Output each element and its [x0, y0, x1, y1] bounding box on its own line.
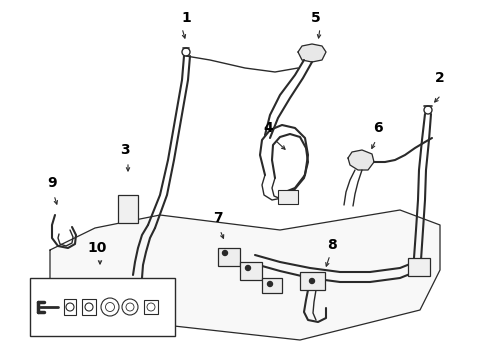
Polygon shape: [347, 150, 373, 170]
Bar: [30, 278, 175, 336]
Bar: [299, 272, 325, 290]
Text: 6: 6: [372, 121, 382, 135]
Polygon shape: [50, 210, 439, 340]
Bar: [64, 299, 76, 315]
Text: 5: 5: [310, 11, 320, 25]
Text: 4: 4: [263, 121, 272, 135]
Polygon shape: [297, 44, 325, 62]
Text: 8: 8: [326, 238, 336, 252]
Circle shape: [267, 282, 272, 287]
Bar: [278, 190, 297, 204]
Text: 3: 3: [120, 143, 129, 157]
Circle shape: [309, 279, 314, 284]
Text: 9: 9: [47, 176, 57, 190]
Bar: [218, 248, 240, 266]
Text: 1: 1: [181, 11, 190, 25]
Text: 10: 10: [87, 241, 106, 255]
Bar: [262, 278, 282, 293]
Bar: [407, 258, 429, 276]
Bar: [143, 300, 158, 314]
Text: 7: 7: [213, 211, 223, 225]
Circle shape: [245, 266, 250, 270]
Bar: [118, 195, 138, 223]
Circle shape: [222, 251, 227, 256]
Bar: [82, 299, 96, 315]
Text: 2: 2: [434, 71, 444, 85]
Bar: [240, 262, 262, 280]
